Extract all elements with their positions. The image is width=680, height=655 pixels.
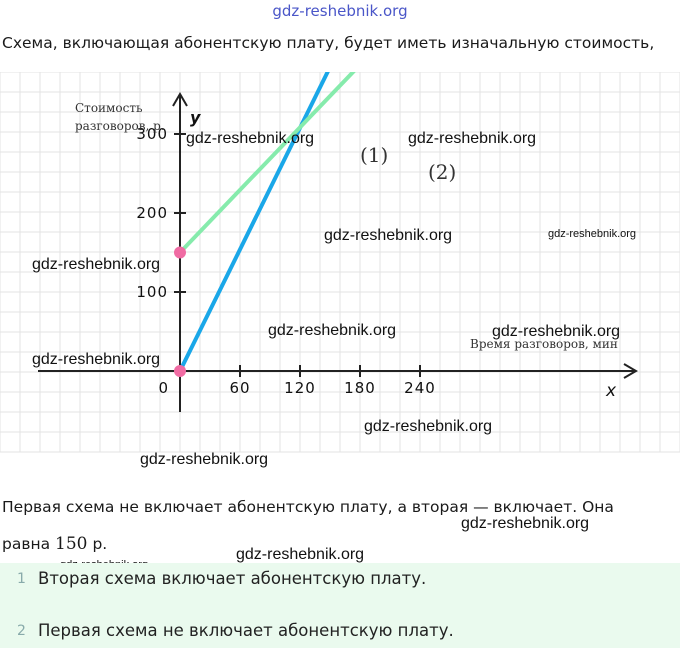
- chart-grid: [0, 72, 680, 453]
- watermark: gdz-reshebnik.org: [364, 418, 493, 435]
- series-line-1: [178, 72, 330, 373]
- explanation-paragraph: Первая схема не включает абонентскую пла…: [2, 498, 614, 516]
- x-axis-label: Время разговоров, мин: [470, 337, 618, 351]
- watermark: gdz-reshebnik.org: [461, 515, 590, 532]
- x-tick-label: 180: [344, 379, 376, 397]
- answer-list: 1 Вторая схема включает абонентскую плат…: [0, 563, 680, 648]
- site-title[interactable]: gdz-reshebnik.org: [272, 2, 408, 20]
- y-tick-label: 200: [136, 204, 168, 222]
- series-label-2: (2): [428, 160, 456, 184]
- y-axis-letter: y: [190, 108, 201, 127]
- watermark: gdz-reshebnik.org: [408, 130, 537, 147]
- y-tick-label: 300: [136, 125, 168, 143]
- chart-ticks: 601201802401002003004005000: [136, 125, 436, 397]
- y-axis-arrow: [172, 92, 188, 107]
- watermark: gdz-reshebnik.org: [236, 546, 365, 563]
- watermark: gdz-reshebnik.org: [32, 256, 161, 273]
- watermark: gdz-reshebnik.org: [268, 322, 397, 339]
- series-label-1: (1): [360, 143, 388, 167]
- watermark: gdz-reshebnik.org: [186, 130, 315, 147]
- watermark: gdz-reshebnik.org: [140, 451, 269, 468]
- intercept-point: [174, 365, 186, 377]
- answer-item[interactable]: 2 Первая схема не включает абонентскую п…: [0, 615, 680, 655]
- chart-labels: Стоимость разговоров, р. Время разговоров,…: [75, 101, 618, 401]
- x-axis-arrow: [623, 363, 638, 379]
- series-line-2: [178, 72, 356, 255]
- watermark: gdz-reshebnik.org: [324, 227, 453, 244]
- answer-text: Вторая схема включает абонентскую плату.: [38, 569, 427, 588]
- watermark: gdz-reshebnik.org: [32, 351, 161, 368]
- answer-item[interactable]: 1 Вторая схема включает абонентскую плат…: [0, 563, 680, 603]
- y-axis-label: разговоров, р.: [75, 119, 165, 133]
- origin-label: 0: [158, 379, 168, 397]
- explanation-unit: р.: [92, 535, 108, 553]
- chart: 601201802401002003004005000 Стоимостьраз…: [0, 72, 680, 453]
- answer-number: 1: [17, 571, 26, 587]
- y-tick-label: 100: [136, 283, 168, 301]
- intro-paragraph: Схема, включающая абонентскую плату, буд…: [2, 34, 655, 52]
- explanation-prefix: равна: [2, 535, 51, 553]
- explanation-value-line: равна 150 р.: [2, 534, 107, 554]
- watermark: gdz-reshebnik.org: [492, 323, 621, 340]
- watermark: gdz-reshebnik.org: [548, 228, 637, 240]
- answer-number: 2: [17, 623, 26, 639]
- x-tick-label: 120: [284, 379, 316, 397]
- x-tick-label: 60: [229, 379, 250, 397]
- x-tick-label: 240: [404, 379, 436, 397]
- chart-series: [174, 72, 356, 377]
- y-axis-label: Стоимость: [75, 101, 143, 115]
- x-axis-letter: x: [605, 381, 617, 401]
- answer-text: Первая схема не включает абонентскую пла…: [38, 621, 454, 640]
- intercept-point: [174, 246, 186, 259]
- subscription-value: 150: [55, 534, 88, 554]
